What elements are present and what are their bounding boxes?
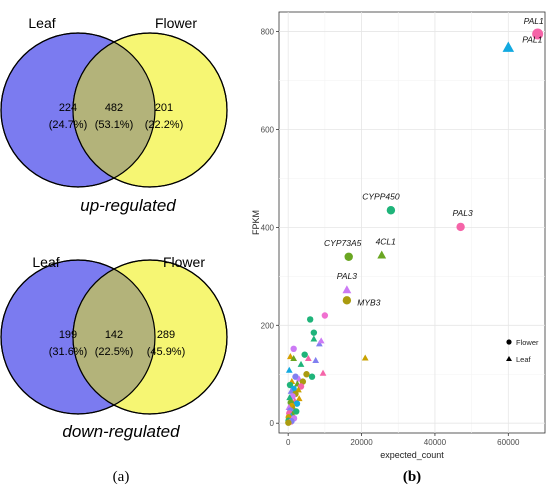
data-point: [304, 354, 312, 362]
venn-caption: up-regulated: [80, 196, 176, 215]
data-point: [310, 329, 318, 336]
x-tick-label: 60000: [497, 438, 520, 447]
data-point: [295, 386, 302, 393]
overlap-percent: (22.5%): [95, 346, 134, 358]
legend-key: [506, 356, 512, 361]
data-point: [290, 354, 298, 362]
legend-label: Flower: [516, 338, 539, 347]
highlighted-point: [344, 252, 353, 261]
venn-down-regulated: Leaf Flower 199 (31.6%) 142 (22.5%) 289 …: [0, 254, 228, 441]
highlighted-point: [386, 206, 396, 215]
data-point: [306, 316, 314, 323]
point-label: PAL3: [337, 271, 357, 281]
data-point: [319, 369, 327, 376]
point-label: PAL1: [522, 35, 542, 45]
data-point: [361, 354, 369, 361]
point-label: CYPP450: [362, 191, 400, 201]
right-only-percent: (22.2%): [145, 119, 184, 131]
highlighted-point: [342, 285, 352, 294]
grid-layer: [278, 11, 546, 434]
data-point: [310, 335, 318, 342]
x-tick-label: 40000: [424, 438, 447, 447]
plot-panel: [278, 11, 546, 434]
x-tick-label: 0: [286, 438, 291, 447]
axis-layer: 0 200 400 600 800 0 20000 40000 60000 expected_co…: [251, 28, 520, 460]
data-point: [285, 366, 293, 373]
data-point: [321, 312, 329, 319]
venn-up-regulated: Leaf Flower 224 (24.7%) 482 (53.1%) 201 …: [0, 15, 228, 215]
overlap-region: [73, 269, 155, 405]
data-point: [301, 351, 308, 358]
data-point: [290, 345, 297, 352]
point-label: PAL3: [453, 208, 473, 218]
left-only-count: 224: [59, 102, 77, 114]
data-point: [285, 419, 292, 426]
data-point: [317, 337, 325, 344]
y-tick-label: 600: [261, 125, 275, 134]
highlighted-point: [377, 250, 387, 259]
data-point: [286, 394, 293, 401]
y-tick-label: 800: [261, 28, 275, 37]
data-point: [297, 360, 305, 367]
left-set-label: Leaf: [28, 15, 55, 31]
panel-label-a: (a): [113, 469, 130, 485]
highlighted-point: [342, 296, 352, 305]
point-label: MYB3: [357, 297, 380, 307]
data-point: [308, 373, 316, 380]
left-only-percent: (24.7%): [49, 119, 88, 131]
legend-key: [506, 339, 512, 345]
y-tick-label: 400: [261, 223, 275, 232]
labels-layer: PAL1 PAL1 CYPP450 PAL3 CYP73A5 4CL1 PAL3 MYB3: [324, 16, 544, 307]
right-only-percent: (45.9%): [147, 346, 186, 358]
y-tick-label: 0: [270, 419, 275, 428]
right-only-count: 289: [157, 329, 175, 341]
highlighted-point: [532, 28, 544, 40]
legend: Flower Leaf: [506, 338, 539, 364]
data-point: [293, 408, 300, 415]
overlap-count: 482: [105, 102, 123, 114]
panel-label-b: (b): [403, 469, 421, 485]
data-point: [295, 395, 303, 402]
data-point: [299, 378, 307, 385]
highlighted-point: [456, 222, 465, 232]
data-point: [287, 352, 294, 360]
data-point: [293, 400, 301, 407]
point-label: PAL1: [524, 16, 544, 26]
legend-label: Leaf: [516, 355, 532, 364]
overlap-percent: (53.1%): [95, 119, 134, 131]
left-only-percent: (31.6%): [49, 346, 88, 358]
y-tick-label: 200: [261, 321, 275, 330]
x-axis-title: expected_count: [380, 450, 444, 460]
data-point: [312, 356, 320, 363]
overlap-region: [73, 42, 155, 178]
right-set-label: Flower: [163, 254, 205, 270]
points-layer: [285, 28, 544, 426]
data-point: [292, 373, 299, 380]
overlap-count: 142: [105, 329, 123, 341]
left-set-label: Leaf: [32, 254, 59, 270]
data-point: [303, 371, 310, 378]
venn-caption: down-regulated: [62, 422, 180, 441]
right-set-label: Flower: [155, 15, 197, 31]
point-label: CYP73A5: [324, 238, 362, 248]
left-only-count: 199: [59, 329, 77, 341]
highlighted-point: [502, 41, 515, 52]
point-label: 4CL1: [376, 236, 397, 246]
right-only-count: 201: [155, 102, 173, 114]
y-axis-title: FPKM: [251, 210, 261, 235]
x-tick-label: 20000: [350, 438, 373, 447]
